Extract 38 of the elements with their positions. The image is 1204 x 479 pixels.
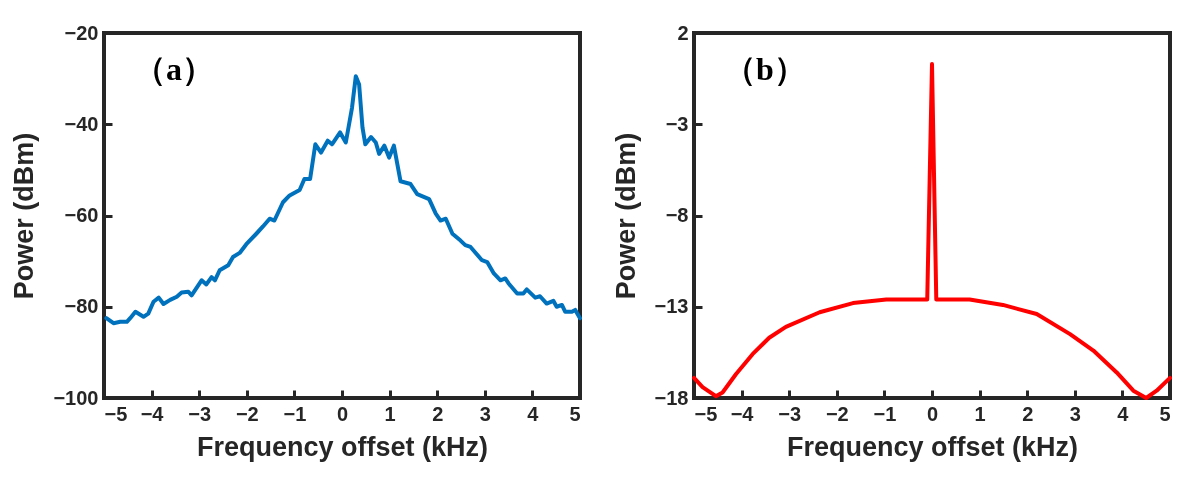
x-tick-label: 0 bbox=[336, 402, 349, 425]
x-tick-label: 3 bbox=[479, 402, 491, 425]
y-tick-label: 2 bbox=[677, 21, 689, 44]
x-tick-label: −3 bbox=[778, 402, 802, 425]
x-tick-label: −4 bbox=[730, 402, 755, 425]
x-tick-label: 1 bbox=[974, 402, 986, 425]
x-tick-label: 3 bbox=[1069, 402, 1081, 425]
x-tick-label: 5 bbox=[569, 402, 581, 425]
x-tick-label: −2 bbox=[825, 402, 849, 425]
x-tick-label: −5 bbox=[694, 402, 718, 425]
y-tick-label: −40 bbox=[64, 112, 99, 135]
y-axis-title: Power (dBm) bbox=[610, 132, 641, 300]
x-tick-label: 2 bbox=[432, 402, 444, 425]
y-tick-label: −18 bbox=[654, 386, 689, 409]
x-tick-label: 4 bbox=[527, 402, 540, 425]
x-tick-label: 1 bbox=[384, 402, 396, 425]
y-tick-label: −3 bbox=[665, 112, 689, 135]
y-tick-label: −8 bbox=[665, 204, 689, 226]
y-tick-label: −100 bbox=[53, 386, 99, 409]
y-tick-label: −80 bbox=[64, 295, 99, 318]
y-tick-label: −60 bbox=[64, 204, 99, 226]
y-tick-label: −13 bbox=[654, 295, 689, 318]
x-tick-label: −4 bbox=[140, 402, 165, 425]
annotation: （a） bbox=[134, 51, 214, 87]
x-tick-label: −1 bbox=[283, 402, 307, 425]
x-tick-label: −5 bbox=[104, 402, 128, 425]
x-tick-label: 2 bbox=[1022, 402, 1034, 425]
x-tick-label: −3 bbox=[188, 402, 212, 425]
annotation: （b） bbox=[724, 51, 806, 87]
x-axis-title: Frequency offset (kHz) bbox=[786, 431, 1079, 462]
y-tick-label: −20 bbox=[64, 21, 99, 44]
x-tick-label: −2 bbox=[235, 402, 259, 425]
y-axis-title: Power (dBm) bbox=[9, 132, 40, 300]
x-axis-title: Frequency offset (kHz) bbox=[196, 431, 489, 462]
x-tick-label: 4 bbox=[1117, 402, 1130, 425]
x-tick-label: −1 bbox=[873, 402, 897, 425]
x-tick-label: 5 bbox=[1159, 402, 1171, 425]
x-tick-label: 0 bbox=[926, 402, 939, 425]
